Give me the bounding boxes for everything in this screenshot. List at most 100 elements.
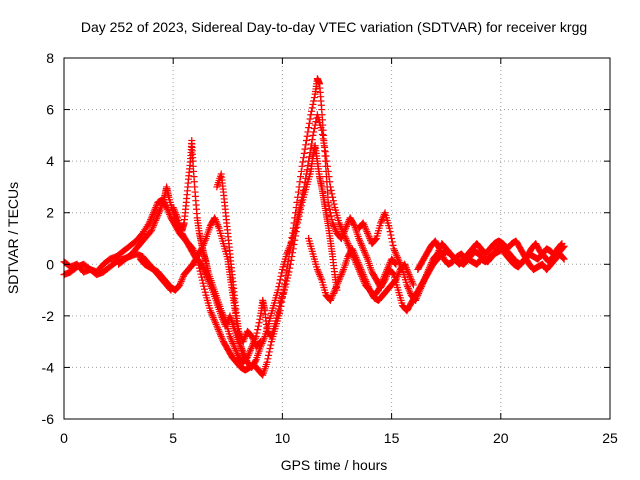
data-point <box>314 267 322 275</box>
data-point <box>355 260 363 268</box>
data-point <box>229 339 237 347</box>
data-point <box>357 265 365 273</box>
data-point <box>202 271 210 279</box>
data-point <box>435 244 443 252</box>
data-point <box>302 170 310 178</box>
data-point <box>203 274 211 282</box>
data-point <box>204 276 212 284</box>
data-point <box>377 279 385 287</box>
data-point <box>281 283 289 291</box>
data-point <box>412 295 420 303</box>
data-point <box>275 305 283 313</box>
series-track-h <box>355 209 568 304</box>
data-point <box>283 277 291 285</box>
data-point <box>425 264 433 272</box>
data-point <box>385 260 393 268</box>
data-point <box>211 317 219 325</box>
data-point <box>417 284 425 292</box>
data-point <box>201 269 209 277</box>
data-point <box>240 336 248 344</box>
data-point <box>389 241 397 249</box>
data-point <box>302 137 310 145</box>
data-point <box>321 148 329 156</box>
data-point <box>283 248 291 256</box>
data-point <box>266 345 274 353</box>
data-point <box>257 338 265 346</box>
x-tick-label: 25 <box>602 430 618 446</box>
data-point <box>403 281 411 289</box>
data-point <box>201 238 209 246</box>
data-point <box>305 157 313 165</box>
y-tick-label: 8 <box>46 50 54 66</box>
data-point <box>207 308 215 316</box>
x-tick-label: 15 <box>384 430 400 446</box>
data-point <box>228 338 236 346</box>
data-point <box>328 293 336 301</box>
series-track-a <box>60 75 568 379</box>
data-point <box>390 245 398 253</box>
data-point <box>360 221 368 229</box>
data-point <box>391 247 399 255</box>
data-point <box>360 272 368 280</box>
data-point <box>246 348 254 356</box>
data-point <box>169 204 177 212</box>
data-point <box>286 243 294 251</box>
data-point <box>284 247 292 255</box>
data-point <box>409 279 417 287</box>
data-point <box>326 205 334 213</box>
data-point <box>357 240 365 248</box>
y-axis-title: SDTVAR / TECUs <box>5 182 21 294</box>
data-point <box>297 167 305 175</box>
data-point <box>254 326 262 334</box>
data-point <box>416 286 424 294</box>
data-point <box>222 322 230 330</box>
data-point <box>282 280 290 288</box>
data-point <box>206 281 214 289</box>
data-point <box>297 197 305 205</box>
data-point <box>306 149 314 157</box>
data-point <box>337 222 345 230</box>
data-point <box>423 269 431 277</box>
data-point <box>364 229 372 237</box>
data-point <box>230 341 238 349</box>
data-point <box>381 271 389 279</box>
data-point <box>331 286 339 294</box>
x-tick-label: 0 <box>60 430 68 446</box>
data-point <box>212 217 220 225</box>
data-point <box>310 97 318 105</box>
data-point <box>326 296 334 304</box>
data-point <box>361 250 369 258</box>
series-track-e <box>136 214 247 361</box>
data-point <box>251 357 259 365</box>
data-point <box>388 235 396 242</box>
data-point <box>360 247 368 255</box>
data-point <box>296 204 304 212</box>
data-point <box>333 281 341 289</box>
data-point <box>343 221 351 229</box>
data-point <box>148 225 156 233</box>
data-point <box>199 279 207 287</box>
data-point <box>292 224 300 232</box>
data-point <box>199 264 207 272</box>
data-point <box>318 130 326 138</box>
data-point <box>313 265 321 273</box>
data-point <box>199 241 207 249</box>
data-point <box>361 224 369 232</box>
data-point <box>285 268 293 276</box>
data-point <box>350 220 358 228</box>
data-point <box>298 162 306 170</box>
data-point <box>436 247 444 255</box>
data-point <box>300 183 308 191</box>
data-point <box>361 248 369 256</box>
data-point <box>316 271 324 279</box>
data-point <box>387 231 395 239</box>
data-point <box>241 334 249 342</box>
data-point <box>392 250 400 258</box>
data-point <box>425 265 433 273</box>
data-point <box>332 283 340 291</box>
data-point <box>393 253 401 261</box>
data-point <box>275 283 283 291</box>
data-point <box>409 281 417 289</box>
plot-frame <box>63 57 611 420</box>
